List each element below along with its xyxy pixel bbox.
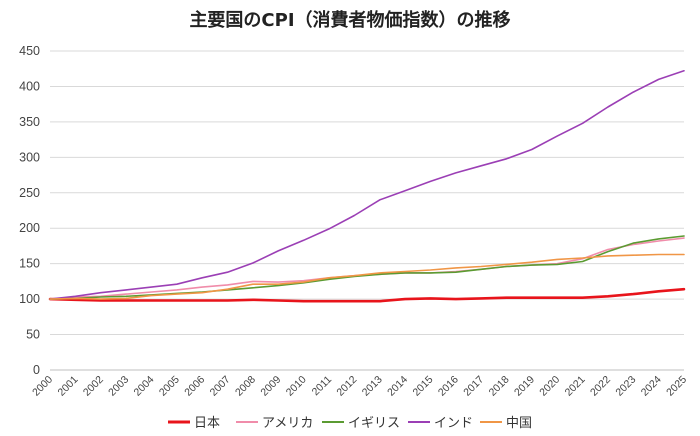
y-tick-label: 150 (19, 257, 40, 271)
x-tick-label: 2021 (563, 374, 588, 399)
x-tick-label: 2001 (55, 374, 80, 399)
y-tick-label: 0 (33, 363, 40, 377)
legend-label-0: 日本 (194, 416, 220, 431)
x-tick-label: 2000 (30, 374, 55, 399)
grid (50, 50, 684, 371)
x-tick-label: 2007 (208, 374, 233, 399)
y-tick-label: 400 (19, 79, 40, 93)
y-tick-label: 200 (19, 221, 40, 235)
series-line-3 (49, 70, 685, 300)
y-tick-label: 300 (19, 150, 40, 164)
x-tick-label: 2022 (588, 374, 613, 399)
x-tick-label: 2002 (81, 374, 106, 399)
series-line-0 (48, 287, 686, 303)
x-tick-label: 2004 (132, 374, 157, 399)
x-tick-label: 2017 (461, 374, 486, 399)
series-lines (48, 70, 686, 303)
x-tick-label: 2005 (157, 374, 182, 399)
x-tick-label: 2009 (258, 374, 283, 399)
x-tick-label: 2011 (310, 374, 335, 399)
y-tick-label: 350 (19, 115, 40, 129)
x-tick-label: 2013 (360, 374, 385, 399)
x-tick-label: 2019 (512, 374, 537, 399)
x-tick-label: 2010 (284, 374, 309, 399)
x-tick-label: 2024 (639, 374, 664, 399)
x-tick-label: 2018 (487, 374, 512, 399)
legend-label-2: イギリス (348, 416, 400, 431)
y-tick-label: 100 (19, 292, 40, 306)
series-line-1 (49, 237, 685, 300)
legend: 日本 アメリカ イギリス インド 中国 (168, 416, 532, 431)
legend-label-3: インド (434, 416, 473, 431)
legend-label-1: アメリカ (262, 416, 313, 431)
x-tick-label: 2012 (334, 374, 359, 399)
x-tick-label: 2016 (436, 374, 461, 399)
x-tick-label: 2025 (664, 374, 689, 399)
chart-title: 主要国のCPI（消費者物価指数）の推移 (189, 10, 511, 31)
series-line-2 (49, 235, 685, 300)
legend-label-4: 中国 (506, 416, 532, 431)
y-tick-label: 250 (19, 186, 40, 200)
y-tick-label: 450 (19, 44, 40, 58)
y-tick-label: 50 (26, 328, 40, 342)
x-tick-label: 2020 (537, 374, 562, 399)
series-line-4 (49, 253, 685, 300)
x-tick-label: 2015 (411, 374, 436, 399)
x-tick-label: 2014 (385, 374, 410, 399)
x-tick-label: 2006 (182, 374, 207, 399)
x-tick-label: 2008 (233, 374, 258, 399)
x-tick-label: 2003 (106, 374, 131, 399)
x-tick-label: 2023 (613, 374, 638, 399)
